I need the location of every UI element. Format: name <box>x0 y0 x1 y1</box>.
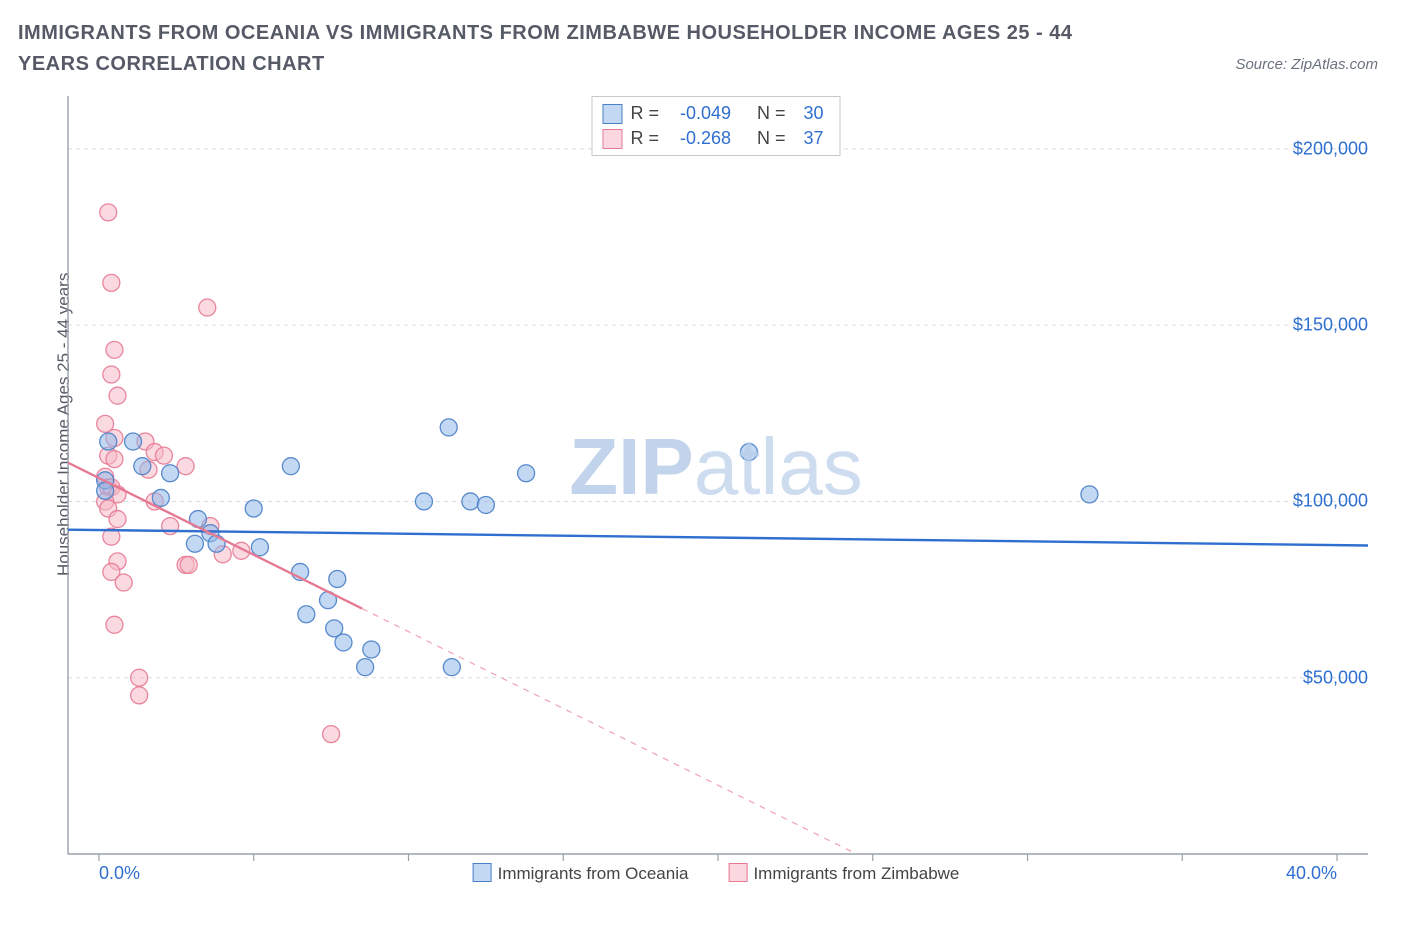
n-value: 30 <box>794 101 824 126</box>
scatter-point-oceania <box>335 634 352 651</box>
y-tick-label: $100,000 <box>1293 491 1368 512</box>
scatter-point-oceania <box>462 493 479 510</box>
scatter-point-zimbabwe <box>115 574 132 591</box>
scatter-point-oceania <box>125 433 142 450</box>
scatter-point-oceania <box>245 500 262 517</box>
trend-line-ext-zimbabwe <box>362 609 1368 886</box>
scatter-point-zimbabwe <box>155 447 172 464</box>
chart-container: IMMIGRANTS FROM OCEANIA VS IMMIGRANTS FR… <box>0 0 1406 930</box>
legend-label: Immigrants from Zimbabwe <box>753 864 959 883</box>
legend-swatch-oceania <box>602 104 622 124</box>
scatter-point-oceania <box>152 489 169 506</box>
scatter-point-oceania <box>443 659 460 676</box>
scatter-point-oceania <box>251 539 268 556</box>
n-value: 37 <box>794 126 824 151</box>
r-value: -0.268 <box>667 126 731 151</box>
x-tick-label: 0.0% <box>99 863 140 884</box>
scatter-point-zimbabwe <box>106 451 123 468</box>
scatter-point-zimbabwe <box>180 556 197 573</box>
legend-swatch-oceania <box>473 863 492 882</box>
legend-item-zimbabwe: Immigrants from Zimbabwe <box>728 863 959 884</box>
scatter-point-oceania <box>282 458 299 475</box>
scatter-point-zimbabwe <box>131 669 148 686</box>
scatter-point-oceania <box>357 659 374 676</box>
scatter-point-zimbabwe <box>100 204 117 221</box>
y-tick-label: $200,000 <box>1293 138 1368 159</box>
scatter-point-zimbabwe <box>109 511 126 528</box>
scatter-point-oceania <box>162 465 179 482</box>
y-tick-label: $150,000 <box>1293 315 1368 336</box>
scatter-point-zimbabwe <box>131 687 148 704</box>
scatter-point-oceania <box>415 493 432 510</box>
legend-label: Immigrants from Oceania <box>498 864 689 883</box>
r-label: R = <box>630 101 659 126</box>
scatter-point-zimbabwe <box>106 341 123 358</box>
y-tick-label: $50,000 <box>1303 667 1368 688</box>
r-legend-row-oceania: R = -0.049 N = 30 <box>602 101 823 126</box>
source-attribution: Source: ZipAtlas.com <box>1235 56 1378 73</box>
r-label: R = <box>630 126 659 151</box>
scatter-point-zimbabwe <box>103 366 120 383</box>
correlation-legend: R = -0.049 N = 30 R = -0.268 N = 37 <box>591 96 840 156</box>
scatter-point-zimbabwe <box>177 458 194 475</box>
scatter-point-zimbabwe <box>106 616 123 633</box>
chart-title: IMMIGRANTS FROM OCEANIA VS IMMIGRANTS FR… <box>18 18 1118 80</box>
chart-svg <box>46 96 1386 886</box>
scatter-point-oceania <box>363 641 380 658</box>
scatter-point-oceania <box>518 465 535 482</box>
scatter-point-zimbabwe <box>109 387 126 404</box>
scatter-point-oceania <box>186 535 203 552</box>
legend-swatch-zimbabwe <box>602 129 622 149</box>
n-label: N = <box>757 101 786 126</box>
scatter-point-zimbabwe <box>103 274 120 291</box>
plot-area: Householder Income Ages 25 - 44 years ZI… <box>46 96 1386 886</box>
scatter-point-oceania <box>100 433 117 450</box>
scatter-point-oceania <box>1081 486 1098 503</box>
legend-swatch-zimbabwe <box>728 863 747 882</box>
scatter-point-oceania <box>329 571 346 588</box>
x-tick-label: 40.0% <box>1286 863 1337 884</box>
scatter-point-oceania <box>208 535 225 552</box>
r-value: -0.049 <box>667 101 731 126</box>
n-label: N = <box>757 126 786 151</box>
scatter-point-oceania <box>440 419 457 436</box>
scatter-point-oceania <box>134 458 151 475</box>
legend-item-oceania: Immigrants from Oceania <box>473 863 689 884</box>
scatter-point-zimbabwe <box>323 726 340 743</box>
r-legend-row-zimbabwe: R = -0.268 N = 37 <box>602 126 823 151</box>
scatter-point-oceania <box>740 444 757 461</box>
scatter-point-oceania <box>298 606 315 623</box>
scatter-point-zimbabwe <box>199 299 216 316</box>
scatter-point-oceania <box>477 496 494 513</box>
series-legend: Immigrants from Oceania Immigrants from Z… <box>473 863 960 884</box>
